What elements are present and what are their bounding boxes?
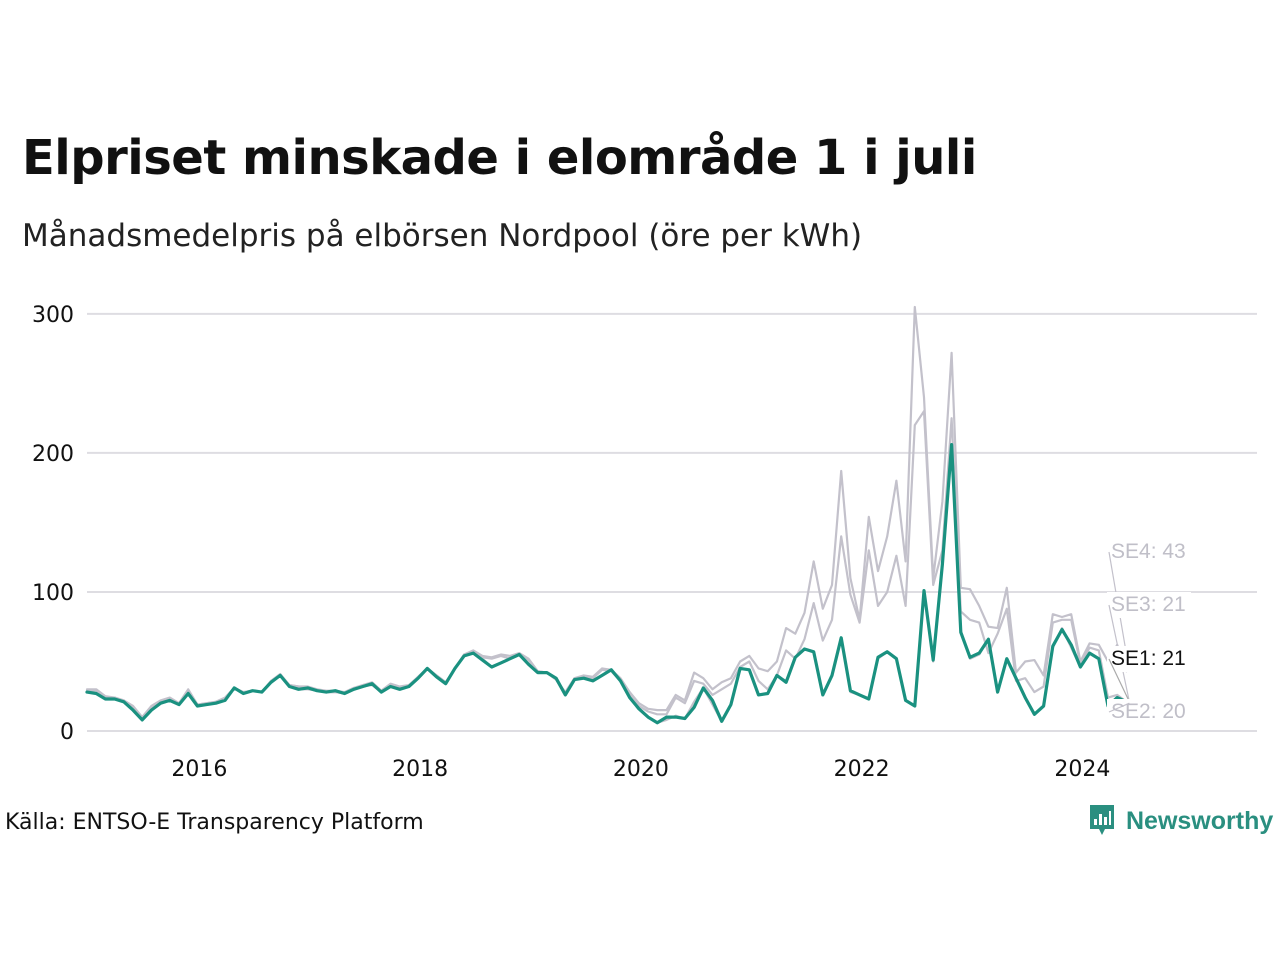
- y-tick-label: 0: [60, 720, 74, 745]
- y-axis-ticks: 0 100 200 300: [32, 303, 74, 745]
- y-tick-label: 100: [32, 581, 74, 606]
- x-tick-label: 2024: [1054, 757, 1110, 782]
- end-label-bg: [1107, 539, 1191, 565]
- x-axis-ticks: 2016 2018 2020 2022 2024: [171, 757, 1110, 782]
- end-labels: SE4: 43 SE3: 21 SE1: 21 SE2: 20: [1107, 539, 1191, 725]
- end-label-se4: SE4: 43: [1111, 540, 1186, 563]
- end-label-bg: [1107, 646, 1191, 672]
- series-line-se2: [85, 443, 1128, 724]
- source-note: Källa: ENTSO-E Transparency Platform: [5, 810, 424, 835]
- x-tick-label: 2016: [171, 757, 227, 782]
- end-label-se1: SE1: 21: [1111, 647, 1186, 670]
- newsworthy-logo-icon: [1090, 805, 1114, 835]
- end-label-connector: [1108, 658, 1130, 703]
- end-label-bg: [1107, 699, 1191, 725]
- y-tick-label: 300: [32, 303, 74, 328]
- x-tick-label: 2018: [392, 757, 448, 782]
- brand-name: Newsworthy: [1126, 806, 1274, 835]
- grid-lines: [87, 312, 1257, 732]
- brand-logo: Newsworthy: [1088, 803, 1273, 839]
- y-tick-label: 200: [32, 442, 74, 467]
- end-label-se2: SE2: 20: [1111, 700, 1186, 723]
- x-tick-label: 2022: [834, 757, 890, 782]
- series-line-se1: [85, 443, 1129, 725]
- end-label-se3: SE3: 21: [1111, 593, 1186, 616]
- chart-title: Elpriset minskade i elområde 1 i juli: [22, 130, 977, 186]
- series-lines: [85, 305, 1129, 725]
- end-label-connector: [1108, 702, 1130, 713]
- end-label-bg: [1107, 592, 1191, 618]
- chart-subtitle: Månadsmedelpris på elbörsen Nordpool (ör…: [22, 218, 863, 254]
- x-tick-label: 2020: [613, 757, 669, 782]
